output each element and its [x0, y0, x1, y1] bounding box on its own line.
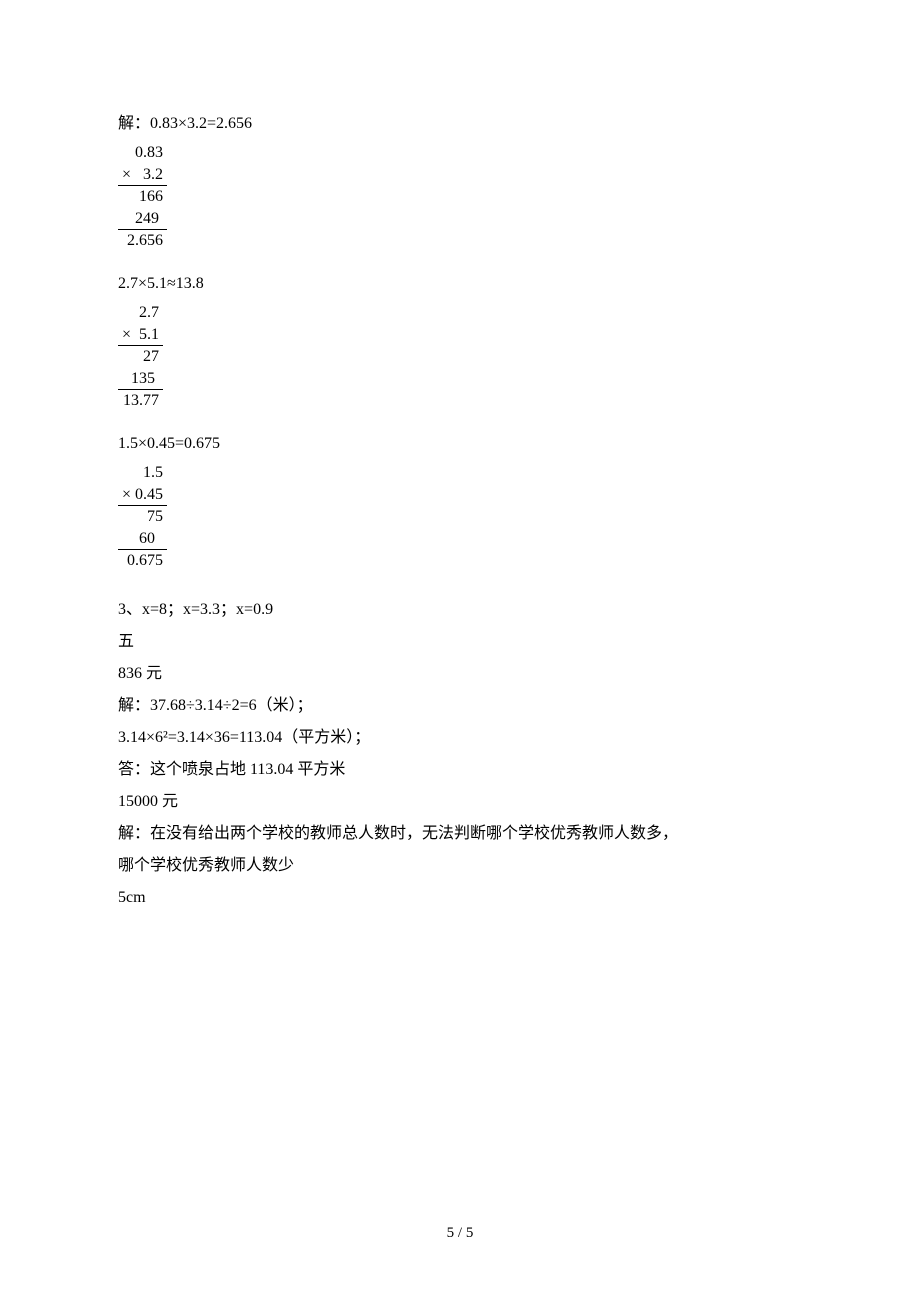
line-9: 哪个学校优秀教师人数少 [118, 854, 800, 878]
line-8: 解：在没有给出两个学校的教师总人数时，无法判断哪个学校优秀教师人数多， [118, 822, 800, 846]
calc2-r5: 13.77 [118, 389, 163, 412]
calc1-r1: 0.83 [118, 142, 167, 164]
line-4: 解：37.68÷3.14÷2=6（米）； [118, 694, 800, 718]
calc1-r5: 2.656 [118, 229, 167, 252]
line-3: 836 元 [118, 662, 800, 686]
calc2-r1: 2.7 [118, 302, 163, 324]
calc1-r3: 166 [118, 185, 167, 208]
line-7: 15000 元 [118, 790, 800, 814]
line-10: 5cm [118, 886, 800, 910]
line-5: 3.14×6²=3.14×36=113.04（平方米）； [118, 726, 800, 750]
calc3-r5: 0.675 [118, 549, 167, 572]
line-1: 3、x=8；x=3.3；x=0.9 [118, 598, 800, 622]
calc-block-2: 2.7 × 5.1 27 135 13.77 [118, 302, 163, 412]
calc3-r1: 1.5 [118, 462, 167, 484]
equation-1-header: 解：0.83×3.2=2.656 [118, 112, 800, 136]
calc3-r3: 75 [118, 505, 167, 528]
equation-3-header: 1.5×0.45=0.675 [118, 432, 800, 456]
page-footer: 5 / 5 [0, 1225, 920, 1242]
line-2: 五 [118, 630, 800, 654]
calc1-r2: × 3.2 [118, 164, 167, 186]
calc2-r4: 135 [118, 368, 163, 390]
calc2-r3: 27 [118, 345, 163, 368]
line-6: 答：这个喷泉占地 113.04 平方米 [118, 758, 800, 782]
calc3-r2: × 0.45 [118, 484, 167, 506]
calc1-r4: 249 [118, 208, 167, 230]
calc3-r4: 60 [118, 528, 167, 550]
calc2-r2: × 5.1 [118, 324, 163, 346]
calc-block-3: 1.5 × 0.45 75 60 0.675 [118, 462, 167, 572]
calc-block-1: 0.83 × 3.2 166 249 2.656 [118, 142, 167, 252]
equation-2-header: 2.7×5.1≈13.8 [118, 272, 800, 296]
page-content: 解：0.83×3.2=2.656 0.83 × 3.2 166 249 2.65… [0, 0, 920, 910]
